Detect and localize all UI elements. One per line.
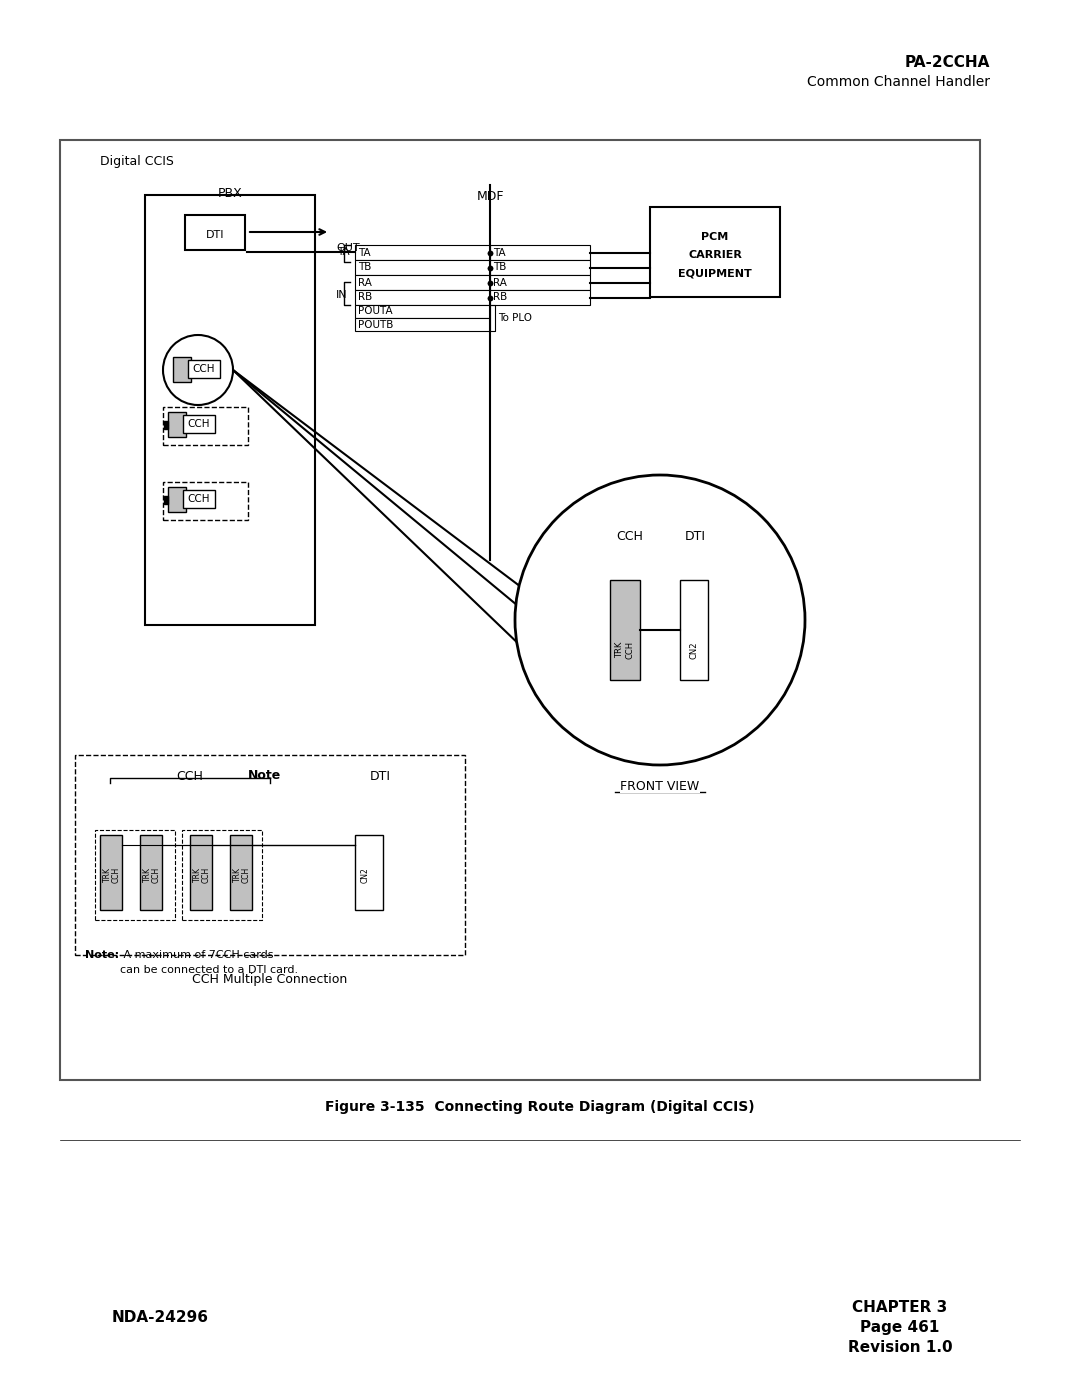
Text: RA: RA xyxy=(492,278,507,288)
Text: CCH: CCH xyxy=(242,868,251,883)
Bar xyxy=(680,580,708,680)
Bar xyxy=(183,490,215,509)
Text: Note: Note xyxy=(248,768,281,782)
Bar xyxy=(140,835,162,909)
Text: CCH: CCH xyxy=(617,529,644,543)
Text: TB: TB xyxy=(492,263,507,272)
Text: RB: RB xyxy=(357,292,373,303)
Bar xyxy=(355,260,490,275)
Text: CN2: CN2 xyxy=(689,641,699,659)
Circle shape xyxy=(515,475,805,766)
Text: PA-2CCHA: PA-2CCHA xyxy=(905,54,990,70)
Bar xyxy=(490,291,590,305)
Text: Revision 1.0: Revision 1.0 xyxy=(848,1340,953,1355)
Text: IN: IN xyxy=(336,291,348,300)
Bar xyxy=(163,482,248,520)
Text: DTI: DTI xyxy=(369,770,391,782)
Bar xyxy=(355,275,490,291)
Bar xyxy=(355,835,383,909)
Text: POUTB: POUTB xyxy=(357,320,393,330)
Text: To PLO: To PLO xyxy=(498,313,532,323)
Bar xyxy=(173,358,191,381)
Bar xyxy=(490,260,590,275)
Text: DTI: DTI xyxy=(206,229,225,239)
Text: CCH: CCH xyxy=(188,419,211,429)
Text: NDA-24296: NDA-24296 xyxy=(111,1310,208,1324)
Text: DTI: DTI xyxy=(685,529,705,543)
Text: POUTA: POUTA xyxy=(357,306,393,317)
Bar xyxy=(355,291,490,305)
Bar xyxy=(145,196,315,624)
FancyBboxPatch shape xyxy=(60,140,980,1080)
Bar xyxy=(190,835,212,909)
Circle shape xyxy=(163,335,233,405)
Bar xyxy=(355,305,490,319)
Text: TA: TA xyxy=(492,247,505,257)
Bar xyxy=(230,835,252,909)
Bar xyxy=(490,275,590,291)
Text: CCH: CCH xyxy=(176,770,203,782)
Text: CCH: CCH xyxy=(151,868,161,883)
Bar xyxy=(188,360,220,379)
Bar xyxy=(355,319,490,331)
Text: TRK: TRK xyxy=(143,868,151,883)
Text: TRK: TRK xyxy=(103,868,111,883)
Text: MDF: MDF xyxy=(476,190,503,203)
Bar xyxy=(355,244,490,260)
Text: Common Channel Handler: Common Channel Handler xyxy=(807,75,990,89)
Text: CCH: CCH xyxy=(202,868,211,883)
Bar xyxy=(610,580,640,680)
Text: EQUIPMENT: EQUIPMENT xyxy=(678,268,752,278)
Text: CCH Multiple Connection: CCH Multiple Connection xyxy=(192,972,348,986)
Bar xyxy=(490,244,590,260)
Bar xyxy=(183,415,215,433)
Text: TRK: TRK xyxy=(616,641,624,658)
Text: A maximum of 7CCH cards: A maximum of 7CCH cards xyxy=(120,950,273,960)
Text: CARRIER: CARRIER xyxy=(688,250,742,260)
Text: Digital CCIS: Digital CCIS xyxy=(100,155,174,168)
Text: Figure 3-135  Connecting Route Diagram (Digital CCIS): Figure 3-135 Connecting Route Diagram (D… xyxy=(325,1099,755,1113)
Text: TRK: TRK xyxy=(232,868,242,883)
Text: CHAPTER 3: CHAPTER 3 xyxy=(852,1301,947,1315)
Text: CCH: CCH xyxy=(625,641,635,659)
Bar xyxy=(168,488,186,511)
Text: CCH: CCH xyxy=(111,868,121,883)
Bar xyxy=(95,830,175,921)
Bar xyxy=(168,412,186,437)
Bar xyxy=(650,207,780,298)
Text: CCH: CCH xyxy=(188,495,211,504)
Text: CN2: CN2 xyxy=(361,868,369,883)
Text: OUT: OUT xyxy=(336,243,360,253)
Bar xyxy=(163,407,248,446)
Bar xyxy=(75,754,465,956)
Text: Note:: Note: xyxy=(85,950,123,960)
Text: CCH: CCH xyxy=(192,365,215,374)
Text: TRK: TRK xyxy=(192,868,202,883)
Text: TA: TA xyxy=(357,247,370,257)
Text: PBX: PBX xyxy=(218,187,242,200)
Text: TA: TA xyxy=(337,247,350,257)
Text: RA: RA xyxy=(357,278,372,288)
Bar xyxy=(183,830,262,921)
Text: PCM: PCM xyxy=(701,232,729,242)
Text: Page 461: Page 461 xyxy=(861,1320,940,1336)
Text: can be connected to a DTI card.: can be connected to a DTI card. xyxy=(120,965,298,975)
Text: TB: TB xyxy=(357,263,372,272)
Text: RB: RB xyxy=(492,292,508,303)
Text: FRONT VIEW: FRONT VIEW xyxy=(620,780,700,793)
Bar xyxy=(100,835,122,909)
Bar xyxy=(185,215,245,250)
